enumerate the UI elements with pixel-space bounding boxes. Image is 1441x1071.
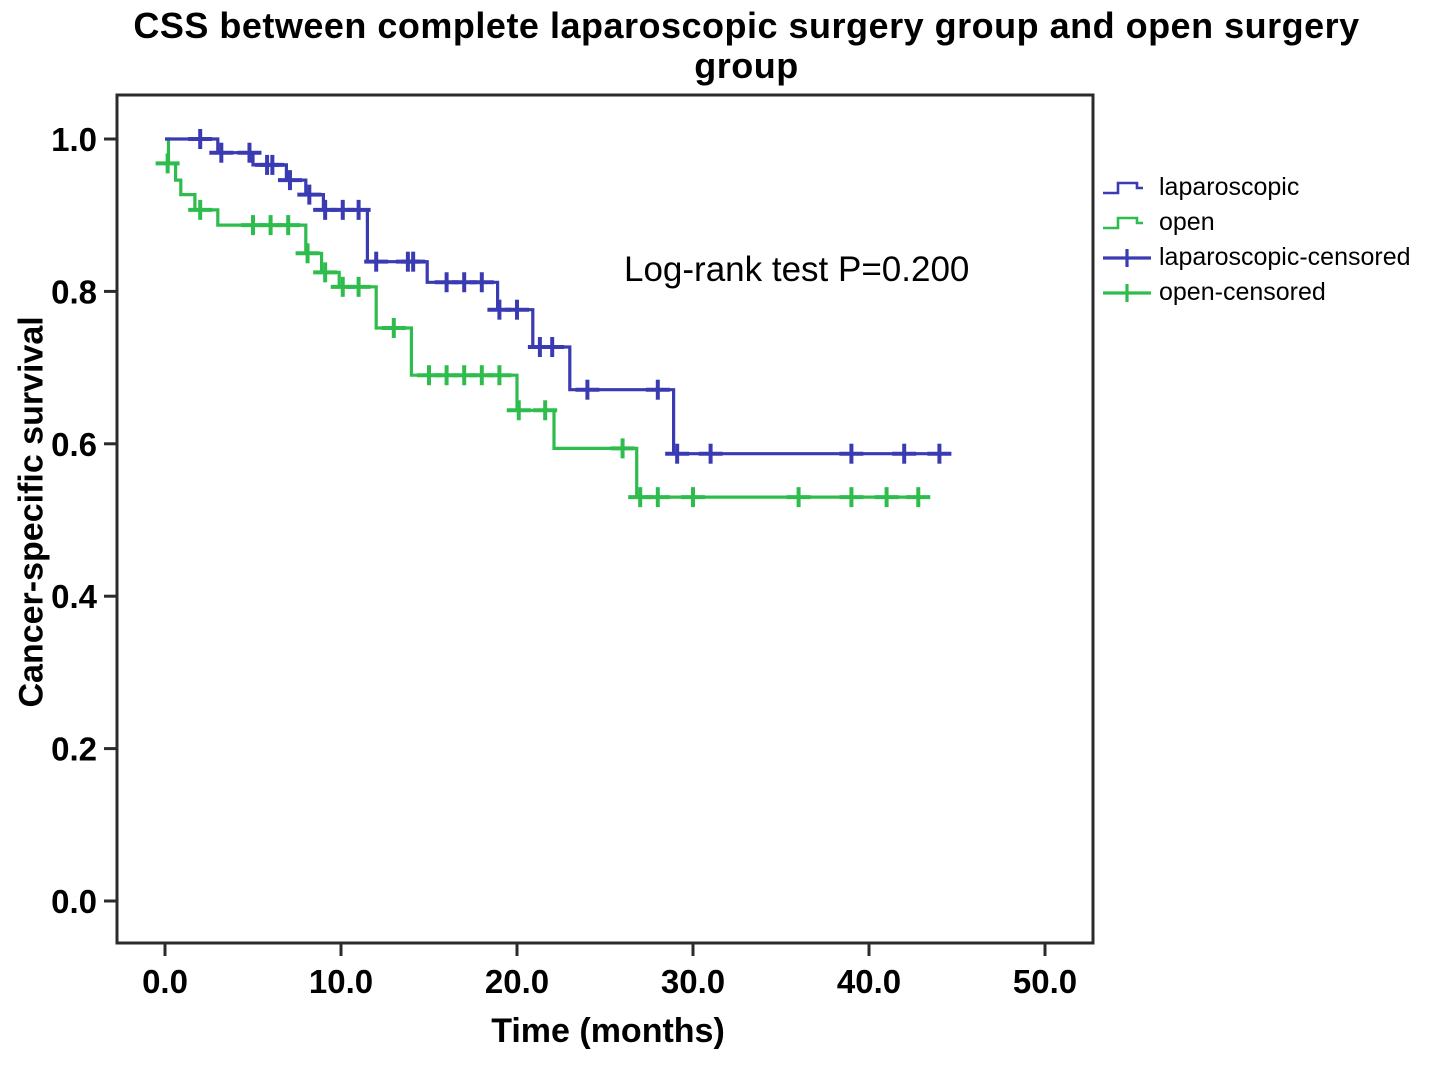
x-tick-label: 0.0: [142, 963, 188, 1000]
open-censor-marks: [155, 153, 931, 508]
legend-item-open-censored: open-censored: [1101, 275, 1411, 310]
censored-plus-icon: [1103, 248, 1151, 267]
legend-label: open: [1159, 208, 1215, 236]
x-tick-label: 40.0: [837, 963, 901, 1000]
x-tick-label: 20.0: [485, 963, 549, 1000]
legend-symbol-path: [1103, 181, 1143, 194]
chart-title-line-2: group: [694, 45, 799, 86]
plot-frame: [115, 93, 1095, 945]
open-curve: [165, 137, 922, 499]
x-tick-label: 50.0: [1013, 963, 1077, 1000]
legend: laparoscopic open laparoscopic-censored ope…: [1101, 170, 1411, 310]
legend-label: laparoscopic-censored: [1159, 243, 1411, 271]
legend-item-laparoscopic: laparoscopic: [1101, 170, 1411, 205]
legend-item-open: open: [1101, 205, 1411, 240]
laparoscopic-curve: [165, 137, 942, 456]
step-line-icon: [1103, 216, 1143, 229]
y-tick-label: 0.6: [51, 426, 97, 463]
x-tick-label: 10.0: [309, 963, 373, 1000]
y-tick-label: 1.0: [51, 121, 97, 158]
censored-plus-icon: [1103, 283, 1151, 302]
step-line-icon: [1103, 181, 1143, 194]
x-axis-label: Time (months): [491, 1012, 725, 1050]
y-tick-label: 0.2: [51, 731, 97, 768]
legend-symbol-path: [1103, 283, 1151, 302]
y-tick-label: 0.4: [51, 578, 98, 615]
legend-symbol-path: [1103, 248, 1151, 267]
laparoscopic-censor-marks: [188, 129, 952, 464]
log-rank-annotation: Log-rank test P=0.200: [624, 250, 970, 289]
legend-item-laparoscopic-censored: laparoscopic-censored: [1101, 240, 1411, 275]
y-tick-label: 0.8: [51, 273, 97, 310]
legend-symbol-path: [1103, 216, 1143, 229]
legend-label: open-censored: [1159, 278, 1326, 306]
chart-title: CSS between complete laparoscopic surger…: [0, 6, 1441, 86]
legend-label: laparoscopic: [1159, 173, 1300, 201]
chart-title-line-1: CSS between complete laparoscopic surger…: [133, 5, 1360, 46]
x-tick-label: 30.0: [661, 963, 725, 1000]
y-tick-label: 0.0: [51, 883, 97, 920]
